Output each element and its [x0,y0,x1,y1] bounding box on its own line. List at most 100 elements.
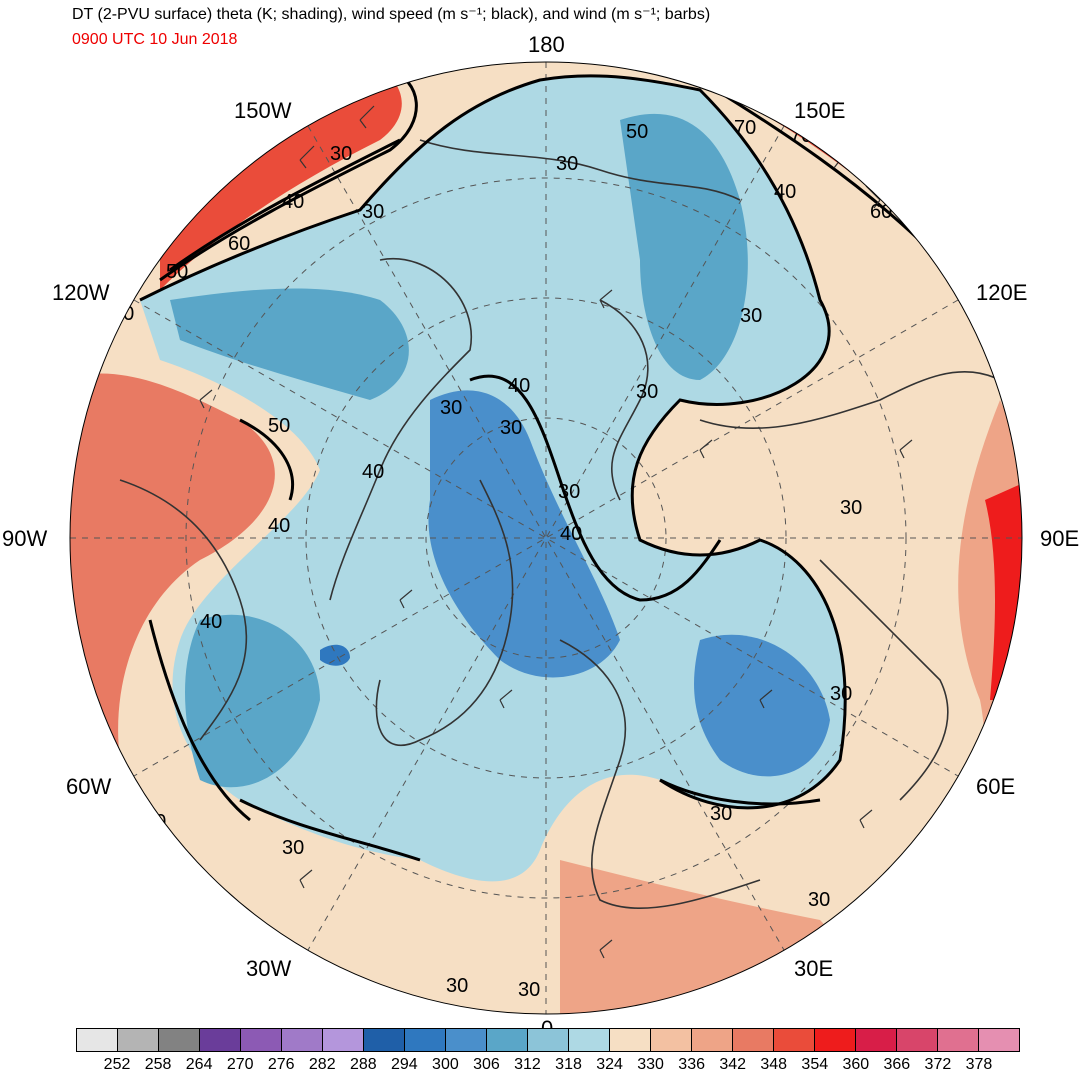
lon-label-180: 180 [528,32,565,57]
colorbar-swatch [528,1029,569,1051]
contour-label: 30 [500,417,522,439]
colorbar-tick-label: 300 [432,1056,459,1073]
lon-label-120w: 120W [52,280,110,305]
colorbar-swatch [241,1029,282,1051]
contour-label: 50 [166,261,188,283]
valid-time: 0900 UTC 10 Jun 2018 [72,31,238,48]
theta-cold-core-arctic [428,390,620,678]
contour-label: 30 [636,381,658,403]
colorbar-tick-label: 372 [924,1056,952,1073]
colorbar-tick-label: 336 [678,1056,705,1073]
contour-label: 70 [734,117,756,139]
colorbar-swatch [610,1029,651,1051]
lon-label-90w: 90W [2,526,47,551]
colorbar-swatch [938,1029,979,1051]
lon-label-30e: 30E [794,956,833,981]
contour-label: 30 [558,481,580,503]
colorbar-swatch [487,1029,528,1051]
colorbar-tick-label: 342 [719,1056,747,1073]
colorbar-tick-label: 324 [596,1056,623,1073]
contour-label: 50 [268,415,290,437]
contour-label: 40 [774,181,796,203]
colorbar-ticks: 252 258 264 270 276 282 288 294 300 306 312 318 324 3… [76,1056,1020,1076]
colorbar-tick-label: 306 [473,1056,500,1073]
colorbar-swatch [200,1029,241,1051]
contour-label: 40 [508,375,530,397]
contour-label: 40 [200,611,222,633]
contour-label: 40 [282,191,304,213]
graticule [70,62,1022,1014]
colorbar-tick-label: 354 [801,1056,829,1073]
contour-label: 30 [330,143,352,165]
contour-label: 40 [362,461,384,483]
colorbar-tick-label: 252 [103,1056,131,1073]
coastlines [119,139,1001,910]
figure-title: DT (2-PVU surface) theta (K; shading), w… [72,6,711,23]
contour-label: 30 [362,201,384,223]
colorbar-swatch [282,1029,323,1051]
contour-label: 30 [446,975,468,997]
colorbar-swatch [897,1029,938,1051]
theta-warm-region-east [880,400,1022,1014]
contour-label: 30 [740,305,762,327]
colorbar-swatch [774,1029,815,1051]
contour-label: 40 [144,811,166,833]
theta-cold-core-labrador [320,644,350,666]
contour-label: 30 [518,979,540,1001]
theta-cold-core-atlantic [185,614,320,788]
theta-hot-region-northwest [160,62,402,290]
contour-label: 40 [560,523,582,545]
colorbar-swatch [118,1029,159,1051]
map-boundary [69,61,1023,1015]
colorbar-swatch [856,1029,897,1051]
colorbar-swatch [323,1029,364,1051]
colorbar [76,1028,1020,1052]
colorbar-swatch [733,1029,774,1051]
colorbar-tick-label: 330 [637,1056,664,1073]
colorbar-tick-label: 276 [267,1056,295,1073]
lon-label-150e: 150E [794,98,845,123]
contour-label: 40 [268,515,290,537]
lon-label-30w: 30W [246,956,291,981]
colorbar-swatch [159,1029,200,1051]
colorbar-swatch [446,1029,487,1051]
lon-label-90e: 90E [1040,526,1079,551]
contour-label: 50 [626,121,648,143]
colorbar-swatch [77,1029,118,1051]
colorbar-swatch [692,1029,733,1051]
colorbar-tick-label: 270 [226,1056,254,1073]
contour-label: 30 [556,153,578,175]
colorbar-swatch [364,1029,405,1051]
contour-label: 60 [228,233,250,255]
colorbar-tick-label: 366 [883,1056,911,1073]
contour-label: 30 [840,497,862,519]
lon-label-60w: 60W [66,774,111,799]
theta-warm-region-west [70,373,275,800]
contour-label: 30 [282,837,304,859]
lon-label-120e: 120E [976,280,1027,305]
colorbar-swatch [569,1029,610,1051]
colorbar-swatch [405,1029,446,1051]
colorbar-tick-label: 264 [185,1056,213,1073]
colorbar-tick-label: 294 [390,1056,418,1073]
colorbar-tick-label: 360 [842,1056,870,1073]
theta-cold-core-siberia [620,113,748,381]
contour-label: 60 [870,201,892,223]
lon-label-150w: 150W [234,98,292,123]
theta-cold-core-russia [694,634,830,777]
colorbar-tick-label: 348 [760,1056,788,1073]
contour-label: 40 [112,303,134,325]
colorbar-swatch [651,1029,692,1051]
colorbar-tick-label: 282 [308,1056,336,1073]
theta-cold-core-canada [170,288,409,400]
colorbar-swatch [815,1029,856,1051]
lon-label-60e: 60E [976,774,1015,799]
contour-label: 30 [830,683,852,705]
colorbar-tick-label: 288 [349,1056,377,1073]
contour-label: 30 [710,803,732,825]
colorbar-tick-label: 312 [514,1056,541,1073]
contour-label: 30 [440,397,462,419]
colorbar-swatch [979,1029,1019,1051]
